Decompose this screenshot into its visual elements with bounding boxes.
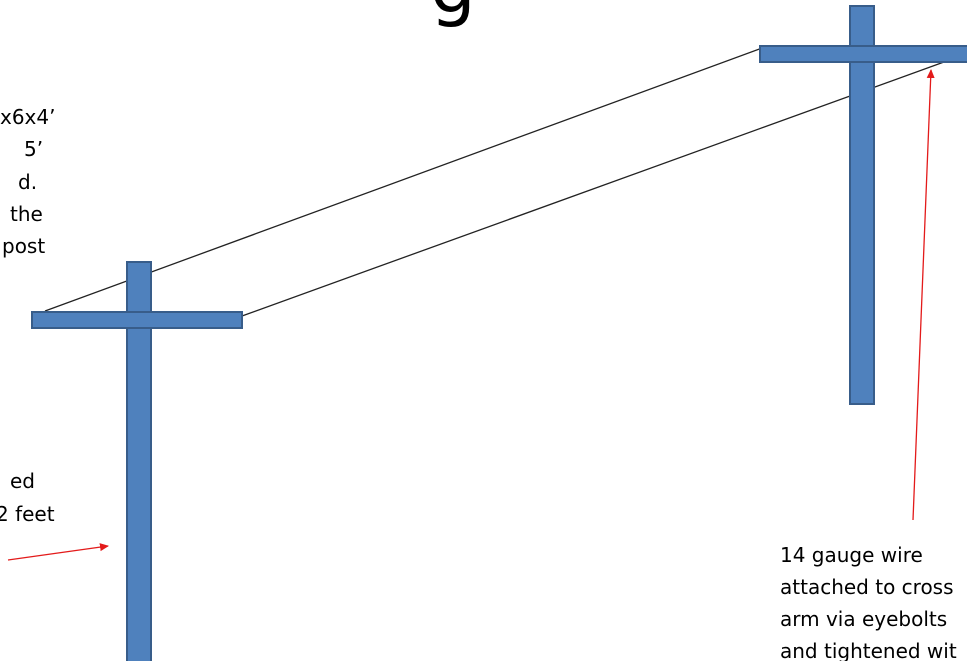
note-line: x6x4’ (0, 105, 55, 129)
title-fragment: g (430, 0, 476, 29)
cross-arm (759, 45, 967, 63)
arrow (7, 543, 109, 561)
note-line: post (2, 234, 45, 258)
note-line: d. (18, 170, 37, 194)
note-line: the (10, 202, 43, 226)
note-line: 5’ (24, 137, 43, 161)
note-line: and tightened wit (780, 639, 957, 661)
wire (241, 57, 956, 317)
note-line: arm via eyebolts (780, 607, 947, 631)
cross-arm (31, 311, 243, 329)
note-line: attached to cross (780, 575, 954, 599)
post (849, 5, 875, 405)
note-line: 14 gauge wire (780, 543, 923, 567)
wire (44, 46, 766, 312)
arrow (912, 69, 935, 521)
note-line: 2 feet (0, 502, 55, 526)
note-line: ed (10, 469, 35, 493)
